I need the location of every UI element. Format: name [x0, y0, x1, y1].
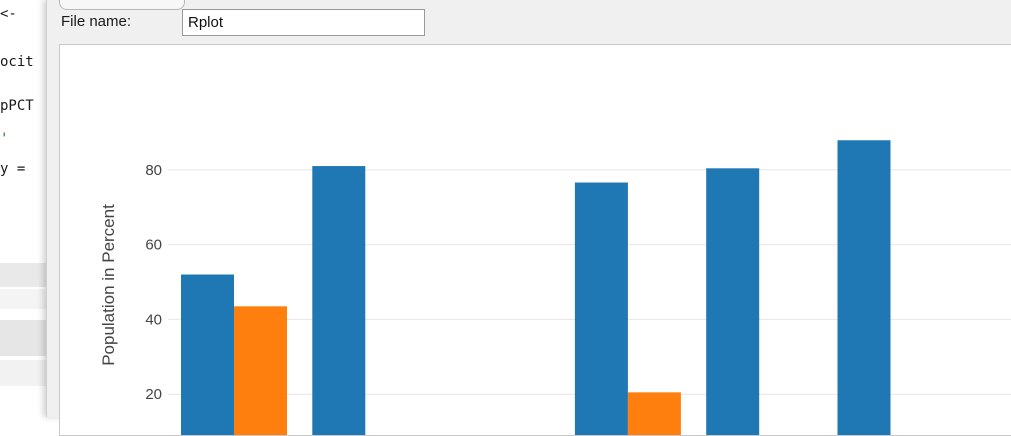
- code-line: <-: [0, 6, 17, 22]
- bar-series-2: [627, 392, 681, 435]
- editor-highlight-band: [0, 320, 46, 356]
- y-tick-label: 20: [145, 386, 162, 403]
- y-tick-label: 60: [145, 237, 162, 254]
- bar-series-1: [574, 182, 628, 435]
- code-line: ocit: [0, 54, 34, 70]
- editor-highlight-band: [0, 360, 46, 386]
- bar-series-1: [312, 166, 366, 435]
- directory-button[interactable]: [59, 0, 185, 10]
- bar-series-1: [837, 140, 891, 435]
- code-line: y =: [0, 161, 26, 177]
- y-tick-label: 80: [145, 162, 162, 179]
- bar-chart: 20 40 60 80 Population in Percent: [99, 140, 1011, 435]
- file-name-input[interactable]: [182, 9, 425, 36]
- y-axis-label: Population in Percent: [99, 204, 118, 366]
- bar-series-2: [234, 306, 287, 435]
- code-line: pPCT: [0, 98, 34, 114]
- y-tick-label: 40: [145, 311, 162, 328]
- editor-highlight-band: [0, 289, 46, 309]
- bar-series-1: [706, 168, 760, 435]
- export-plot-dialog: File name: 20 40 60 80 Population in Percen…: [46, 0, 1011, 436]
- code-editor-pane[interactable]: <- ocit pPCT ' y =: [0, 0, 46, 417]
- code-line: ': [0, 131, 9, 147]
- plot-preview: 20 40 60 80 Population in Percent: [59, 44, 1011, 436]
- bar-series-1: [181, 274, 234, 435]
- editor-highlight-band: [0, 263, 46, 287]
- file-name-label: File name:: [61, 13, 132, 30]
